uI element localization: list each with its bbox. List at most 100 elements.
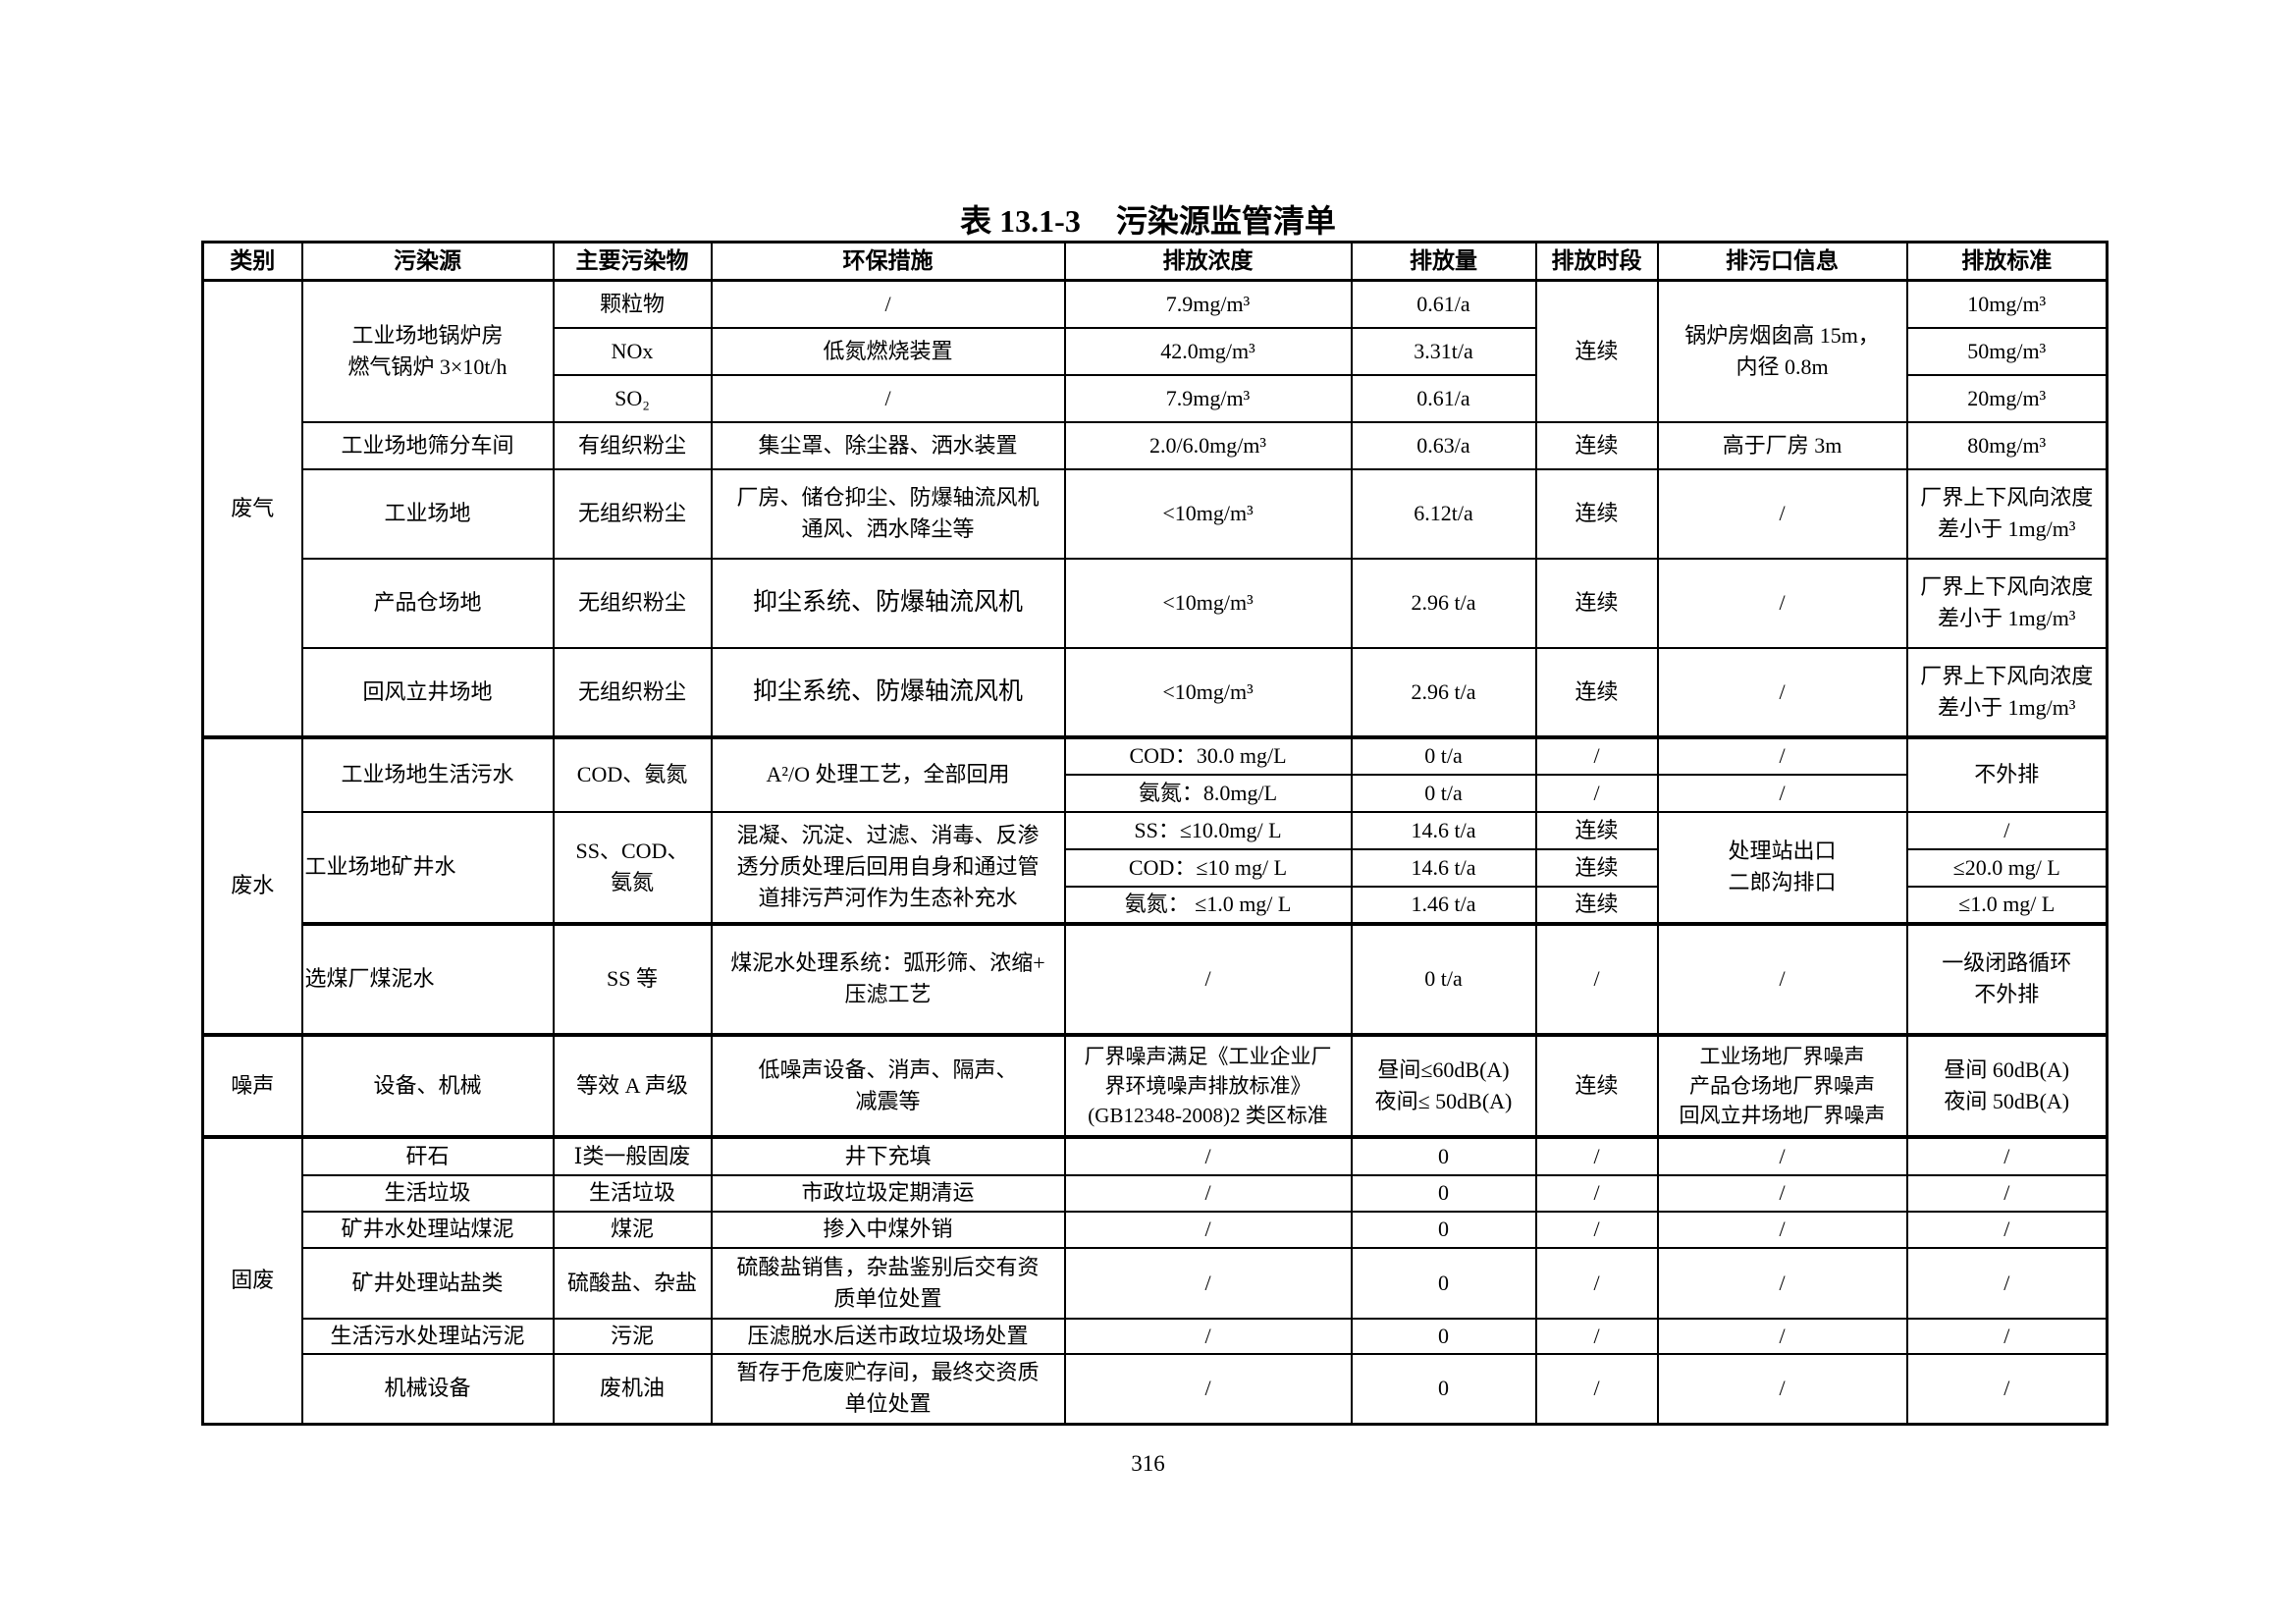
source-cell: 选煤厂煤泥水 <box>300 921 555 1036</box>
standard-cell: / <box>1905 1352 2109 1426</box>
outlet-cell: / <box>1656 1246 1908 1320</box>
pollutant-cell: 硫酸盐、杂盐 <box>552 1246 713 1320</box>
category-cell: 废气 <box>201 279 303 738</box>
standard-cell: 50mg/m³ <box>1905 326 2109 376</box>
header-period: 排放时段 <box>1534 241 1659 282</box>
concentration-cell: / <box>1063 1352 1353 1426</box>
source-cell: 机械设备 <box>300 1352 555 1426</box>
measure-cell: 井下充填 <box>710 1134 1066 1176</box>
outlet-cell: / <box>1656 557 1908 649</box>
source-cell: 工业场地生活污水 <box>300 734 555 813</box>
table-row: NOx 低氮燃烧装置 42.0mg/m³ 3.31t/a 50mg/m³ <box>203 326 2109 376</box>
standard-cell: / <box>1905 1246 2109 1320</box>
category-cell: 废水 <box>201 734 303 1036</box>
period-cell: 连续 <box>1534 646 1659 738</box>
measure-cell: 集尘罩、除尘器、洒水装置 <box>710 420 1066 470</box>
amount-cell: 3.31t/a <box>1350 326 1537 376</box>
header-pollutant: 主要污染物 <box>552 241 713 282</box>
concentration-cell: SS：≤10.0mg/ L <box>1063 810 1353 850</box>
source-cell: 回风立井场地 <box>300 646 555 738</box>
standard-cell: / <box>1905 1134 2109 1176</box>
source-cell: 矿井水处理站煤泥 <box>300 1210 555 1249</box>
measure-cell: 厂房、储仓抑尘、防爆轴流风机 通风、洒水降尘等 <box>710 467 1066 560</box>
outlet-cell: / <box>1656 1173 1908 1213</box>
measure-cell: 市政垃圾定期清运 <box>710 1173 1066 1213</box>
pollutant-cell: 废机油 <box>552 1352 713 1426</box>
period-cell: / <box>1534 1173 1659 1213</box>
amount-cell: 昼间≤60dB(A) 夜间≤ 50dB(A) <box>1350 1032 1537 1138</box>
measure-cell: 压滤脱水后送市政垃圾场处置 <box>710 1317 1066 1355</box>
pollutant-cell: 生活垃圾 <box>552 1173 713 1213</box>
pollutant-cell: 等效 A 声级 <box>552 1032 713 1138</box>
period-cell: 连续 <box>1534 1032 1659 1138</box>
pollutant-cell: 无组织粉尘 <box>552 467 713 560</box>
standard-cell: 不外排 <box>1905 734 2109 813</box>
pollutant-cell: 污泥 <box>552 1317 713 1355</box>
pollution-source-table: 类别 污染源 主要污染物 环保措施 排放浓度 排放量 排放时段 排污口信息 排放… <box>201 241 2109 1426</box>
concentration-cell: <10mg/m³ <box>1063 557 1353 649</box>
header-amount: 排放量 <box>1350 241 1537 282</box>
table-row: 选煤厂煤泥水 SS 等 煤泥水处理系统：弧形筛、浓缩+ 压滤工艺 / 0 t/a… <box>203 921 2109 1036</box>
amount-cell: 0 <box>1350 1246 1537 1320</box>
outlet-cell: / <box>1656 1352 1908 1426</box>
amount-cell: 14.6 t/a <box>1350 847 1537 888</box>
period-cell: / <box>1534 773 1659 813</box>
source-cell: 矿井处理站盐类 <box>300 1246 555 1320</box>
header-source: 污染源 <box>300 241 555 282</box>
source-cell: 工业场地矿井水 <box>300 810 555 925</box>
pollutant-cell: SS 等 <box>552 921 713 1036</box>
outlet-cell: / <box>1656 646 1908 738</box>
amount-cell: 0 <box>1350 1317 1537 1355</box>
outlet-cell: 锅炉房烟囱高 15m， 内径 0.8m <box>1656 279 1908 423</box>
outlet-cell: / <box>1656 467 1908 560</box>
period-cell: / <box>1534 1246 1659 1320</box>
period-cell: 连续 <box>1534 810 1659 850</box>
concentration-cell: / <box>1063 1210 1353 1249</box>
table-row: 氨氮：8.0mg/L 0 t/a / / <box>203 773 2108 813</box>
category-cell: 噪声 <box>201 1032 303 1138</box>
period-cell: / <box>1534 1317 1659 1355</box>
header-measure: 环保措施 <box>710 241 1066 282</box>
pollutant-cell: 煤泥 <box>552 1210 713 1249</box>
period-cell: 连续 <box>1534 847 1659 888</box>
table-title: 表 13.1-3 污染源监管清单 <box>0 196 2296 242</box>
measure-cell: / <box>710 373 1066 423</box>
measure-cell: 低噪声设备、消声、隔声、 减震等 <box>710 1032 1066 1138</box>
amount-cell: 2.96 t/a <box>1350 557 1537 649</box>
table-row: 固废 矸石 Ⅰ类一般固废 井下充填 / 0 / / / <box>201 1134 2109 1426</box>
header-concentration: 排放浓度 <box>1063 241 1353 282</box>
outlet-cell: 高于厂房 3m <box>1656 420 1908 470</box>
table-row: 废水 工业场地生活污水 COD、氨氮 A²/O 处理工艺，全部回用 COD：30… <box>201 734 2109 1036</box>
concentration-cell: / <box>1063 1246 1353 1320</box>
source-cell: 设备、机械 <box>300 1032 555 1138</box>
table-row: 工业场地 无组织粉尘 厂房、储仓抑尘、防爆轴流风机 通风、洒水降尘等 <10mg… <box>203 467 2109 560</box>
table-row: 产品仓场地 无组织粉尘 抑尘系统、防爆轴流风机 <10mg/m³ 2.96 t/… <box>203 557 2109 649</box>
table-caption: 污染源监管清单 <box>1115 203 1336 239</box>
measure-cell: / <box>710 279 1066 329</box>
outlet-cell: / <box>1656 773 1908 813</box>
concentration-cell: 氨氮： ≤1.0 mg/ L <box>1063 885 1353 925</box>
outlet-cell: / <box>1656 1134 1908 1176</box>
amount-cell: 0 t/a <box>1350 921 1537 1036</box>
measure-cell: A²/O 处理工艺，全部回用 <box>710 734 1066 813</box>
amount-cell: 0 <box>1350 1210 1537 1249</box>
pollutant-cell: COD、氨氮 <box>552 734 713 813</box>
source-cell: 工业场地筛分车间 <box>300 420 555 470</box>
pollutant-cell: 无组织粉尘 <box>552 557 713 649</box>
concentration-cell: 氨氮：8.0mg/L <box>1063 773 1353 813</box>
amount-cell: 0.63/a <box>1350 420 1537 470</box>
table-row: 机械设备 废机油 暂存于危废贮存间，最终交资质 单位处置 / 0 / / / <box>203 1352 2109 1426</box>
concentration-cell: COD：30.0 mg/L <box>1063 734 1353 776</box>
table-row: 回风立井场地 无组织粉尘 抑尘系统、防爆轴流风机 <10mg/m³ 2.96 t… <box>203 646 2109 738</box>
standard-cell: 厂界上下风向浓度 差小于 1mg/m³ <box>1905 646 2109 738</box>
standard-cell: / <box>1905 1317 2109 1355</box>
period-cell: / <box>1534 1352 1659 1426</box>
amount-cell: 1.46 t/a <box>1350 885 1537 925</box>
category-cell: 固废 <box>201 1134 303 1426</box>
amount-cell: 0.61/a <box>1350 279 1537 329</box>
measure-cell: 掺入中煤外销 <box>710 1210 1066 1249</box>
period-cell: / <box>1534 734 1659 776</box>
table-number: 表 13.1-3 <box>960 203 1081 239</box>
period-cell: / <box>1534 1134 1659 1176</box>
pollutant-cell: Ⅰ类一般固废 <box>552 1134 713 1176</box>
